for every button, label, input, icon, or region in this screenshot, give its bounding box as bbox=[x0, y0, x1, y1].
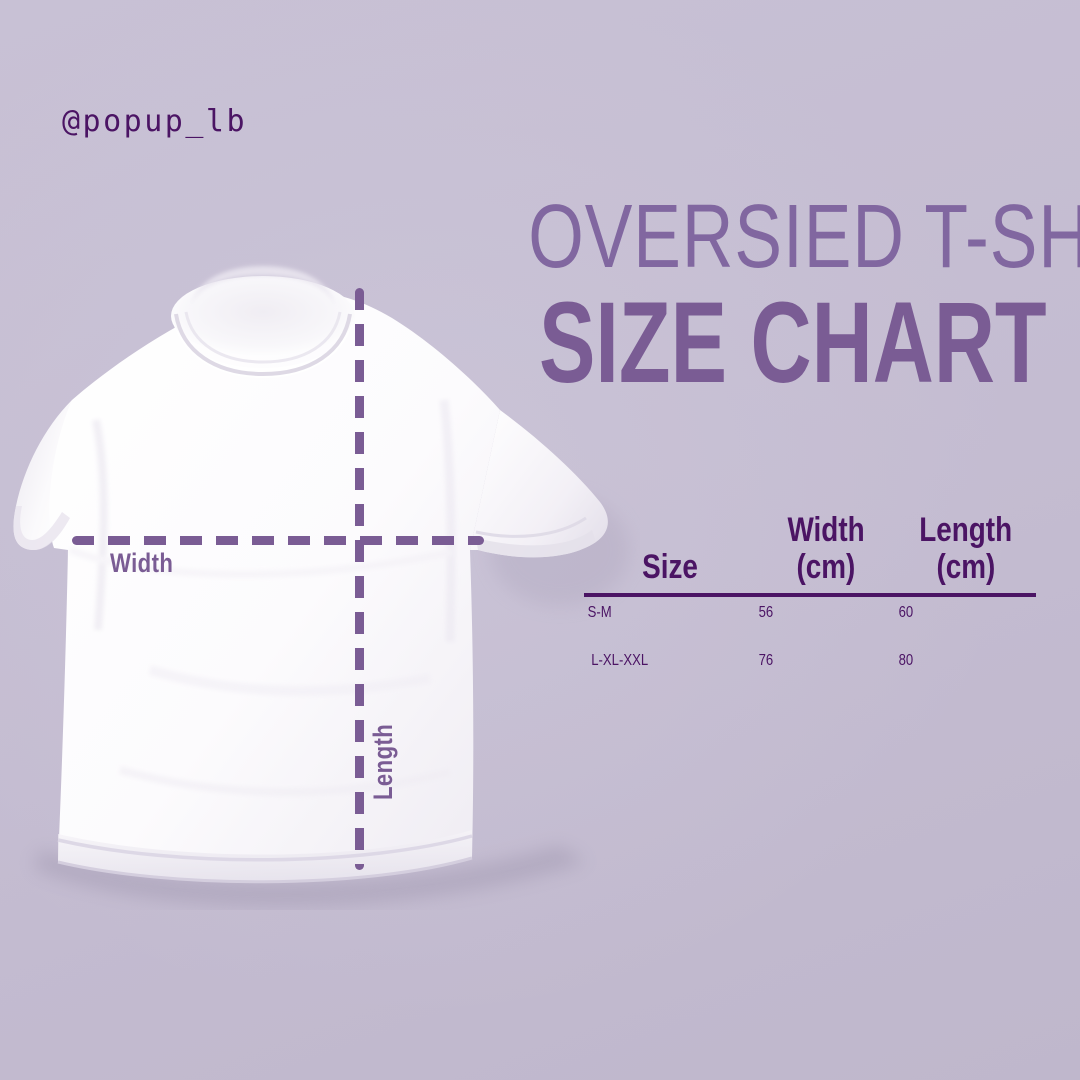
width-label: Width bbox=[110, 548, 174, 578]
cell-length: 60 bbox=[898, 604, 914, 622]
cell-width: 76 bbox=[758, 652, 773, 670]
size-table: Size Width (cm) Length (cm) bbox=[584, 512, 1036, 593]
size-table-container: Size Width (cm) Length (cm) bbox=[584, 512, 1036, 671]
brand-handle: @popup_lb bbox=[62, 104, 248, 139]
cell-length: 80 bbox=[898, 652, 914, 670]
row-spacer bbox=[584, 623, 1036, 651]
cell-size: S-M bbox=[587, 604, 612, 622]
header-length: Length (cm) bbox=[919, 511, 1013, 586]
left-sleeve-hem bbox=[13, 506, 70, 550]
table-header-row: Size Width (cm) Length (cm) bbox=[584, 512, 1036, 593]
tshirt-image bbox=[0, 250, 640, 910]
headline-subtitle: OVERSIED T-SHIRTS bbox=[528, 186, 1080, 287]
table-divider bbox=[584, 593, 1036, 598]
shirt-body bbox=[49, 290, 500, 882]
length-label: Length bbox=[368, 723, 398, 800]
header-width: Width (cm) bbox=[787, 511, 865, 586]
headline-title: SIZE CHART bbox=[539, 278, 1047, 407]
size-table-body: S-M 56 60 L-XL-XXL 76 bbox=[584, 603, 1036, 671]
fabric-folds bbox=[68, 399, 456, 797]
cell-size: L-XL-XXL bbox=[591, 652, 649, 670]
width-dashed-line bbox=[72, 536, 484, 545]
length-dashed-line bbox=[355, 288, 364, 870]
shirt-collar bbox=[171, 266, 355, 378]
cell-width: 56 bbox=[758, 604, 773, 622]
right-sleeve bbox=[470, 410, 608, 558]
table-row: S-M 56 60 bbox=[584, 603, 1036, 623]
right-sleeve-hem bbox=[476, 530, 596, 558]
shirt-hem bbox=[57, 830, 473, 884]
headline-panel: OVERSIED T-SHIRTS SIZE CHART bbox=[512, 186, 1080, 400]
header-size: Size bbox=[641, 547, 698, 586]
table-row: L-XL-XXL 76 80 bbox=[584, 651, 1036, 671]
